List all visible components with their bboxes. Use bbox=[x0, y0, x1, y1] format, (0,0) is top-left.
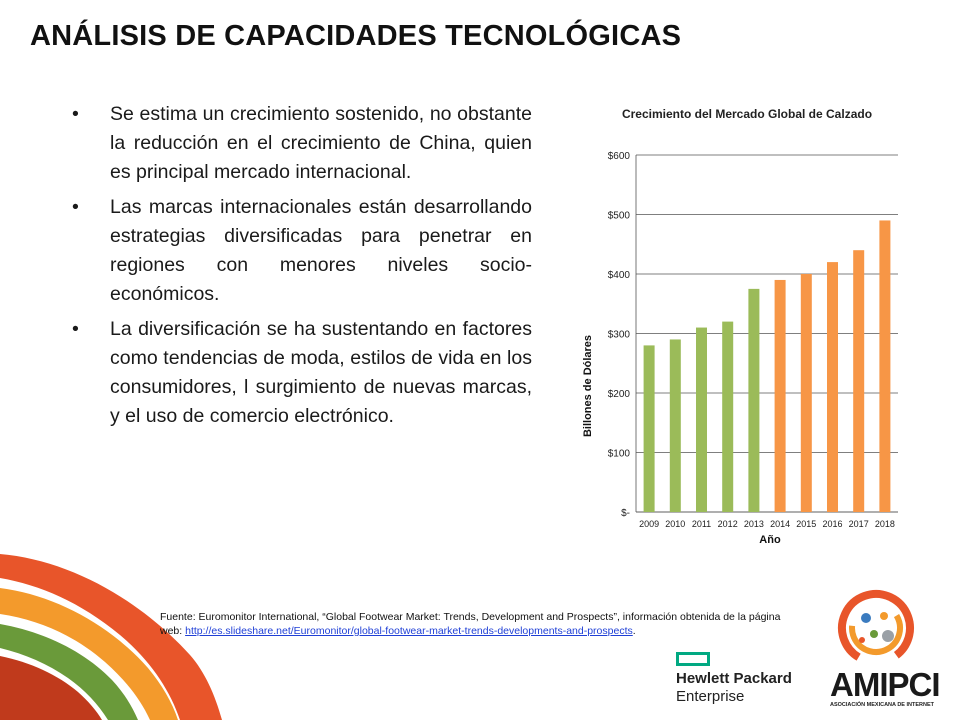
chart-title: Crecimiento del Mercado Global de Calzad… bbox=[621, 107, 873, 121]
bar-2014 bbox=[774, 279, 786, 512]
amipci-logo: AMIPCI ASOCIACIÓN MEXICANA DE INTERNET bbox=[826, 588, 950, 714]
market-growth-chart: $- $100 $200 $300 $400 $500 $600 2009 2010 2011 20… bbox=[572, 100, 912, 560]
bar-2015 bbox=[800, 274, 812, 512]
hpe-logo: Hewlett Packard Enterprise bbox=[676, 652, 806, 708]
amipci-logo-text: AMIPCI bbox=[830, 666, 940, 703]
bar-2012 bbox=[722, 321, 734, 512]
x-axis-label: Año bbox=[759, 534, 781, 546]
bar-2016 bbox=[826, 262, 839, 512]
y-tick-label: $200 bbox=[608, 389, 631, 400]
x-tick-label: 2015 bbox=[796, 519, 816, 529]
y-tick-label: $100 bbox=[608, 449, 631, 460]
y-axis-label: Billones de Dólares bbox=[582, 334, 594, 438]
amipci-emblem-icon bbox=[838, 590, 914, 666]
bullet-list: • Se estima un crecimiento sostenido, no … bbox=[72, 100, 532, 437]
y-tick-label: $500 bbox=[608, 211, 631, 222]
bullet-item: • Las marcas internacionales están desarr… bbox=[72, 193, 532, 309]
hpe-logo-line2: Enterprise bbox=[676, 688, 745, 705]
bullet-item: • Se estima un crecimiento sostenido, no … bbox=[72, 100, 532, 187]
y-tick-label: $600 bbox=[608, 151, 631, 162]
x-tick-label: 2010 bbox=[665, 519, 685, 529]
bullet-icon: • bbox=[72, 196, 79, 218]
hpe-element-icon bbox=[676, 652, 710, 666]
bar-2009 bbox=[643, 345, 655, 512]
y-tick-label: $400 bbox=[608, 270, 631, 281]
x-tick-label: 2011 bbox=[692, 519, 711, 529]
bullet-item: • La diversificación se ha sustentando en… bbox=[72, 315, 532, 431]
source-link[interactable]: http://es.slideshare.net/Euromonitor/glo… bbox=[185, 625, 633, 637]
y-tick-label: $300 bbox=[608, 330, 631, 341]
x-tick-label: 2016 bbox=[822, 519, 842, 529]
x-tick-label: 2009 bbox=[639, 519, 659, 529]
bar-2013 bbox=[748, 288, 760, 512]
bullet-icon: • bbox=[72, 318, 79, 340]
source-note: Fuente: Euromonitor International, “Glob… bbox=[160, 610, 800, 638]
page-title: ANÁLISIS DE CAPACIDADES TECNOLÓGICAS bbox=[30, 20, 682, 52]
chart-canvas: $- $100 $200 $300 $400 $500 $600 2009 2010 2011 20… bbox=[608, 151, 898, 529]
amipci-logo-subtitle: ASOCIACIÓN MEXICANA DE INTERNET bbox=[830, 702, 934, 708]
bar-2018 bbox=[879, 220, 891, 512]
x-tick-label: 2014 bbox=[770, 519, 790, 529]
bar-2010 bbox=[669, 339, 681, 512]
x-tick-label: 2018 bbox=[875, 519, 895, 529]
bullet-icon: • bbox=[72, 103, 79, 125]
bullet-text: Las marcas internacionales están desarro… bbox=[110, 196, 532, 305]
bar-2017 bbox=[853, 250, 865, 512]
bar-2011 bbox=[695, 327, 708, 512]
bullet-text: La diversificación se ha sustentando en … bbox=[110, 318, 532, 427]
decorative-swoosh bbox=[0, 554, 222, 720]
y-tick-label: $- bbox=[621, 508, 630, 519]
source-end: . bbox=[632, 625, 636, 637]
x-tick-label: 2012 bbox=[718, 519, 738, 529]
source-text: Fuente: Euromonitor International, “Glob… bbox=[160, 611, 781, 637]
x-tick-label: 2017 bbox=[849, 519, 869, 529]
bullet-text: Se estima un crecimiento sostenido, no o… bbox=[110, 103, 532, 183]
x-tick-label: 2013 bbox=[744, 519, 764, 529]
hpe-logo-line1: Hewlett Packard bbox=[676, 670, 792, 687]
